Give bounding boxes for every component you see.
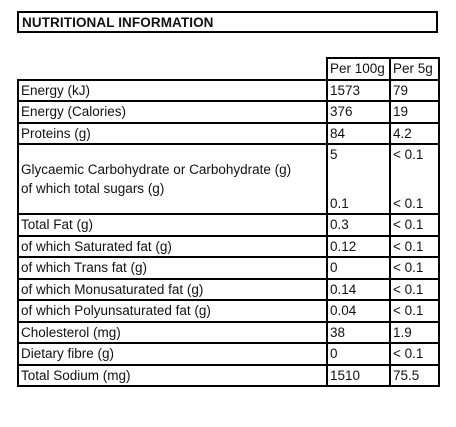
table-row: Dietary fibre (g) 0 < 0.1 [17,342,440,366]
row-per100: 0.04 [326,299,391,323]
header-empty-cell [18,58,328,81]
row-per100: 0 [326,342,391,366]
row-per5: 79 [389,78,440,102]
row-per100: 0.12 [326,234,391,258]
row-per5: < 0.1 [389,256,440,280]
row-label: Proteins (g) [17,121,328,145]
row-per5: < 0.1 [389,342,440,366]
row-per100: 38 [326,320,391,344]
row-per5: < 0.1 [389,299,440,323]
row-label: Total Fat (g) [17,213,328,237]
row-per5: 75.5 [389,363,440,387]
page-title: NUTRITIONAL INFORMATION [22,15,214,30]
row-label: Total Sodium (mg) [17,363,328,387]
row-per100: 1510 [326,363,391,387]
row-per5: 1.9 [389,320,440,344]
row-per5: 19 [389,100,440,124]
row-label: Cholesterol (mg) [17,320,328,344]
carbohydrate-per5: < 0.1 < 0.1 [389,143,440,215]
table-row: Total Sodium (mg) 1510 75.5 [17,363,440,387]
header-per5: Per 5g [389,57,440,81]
table-row: Total Fat (g) 0.3 < 0.1 [17,213,440,237]
row-per5: < 0.1 [389,234,440,258]
row-label: of which Monusaturated fat (g) [17,277,328,301]
row-per5: 4.2 [389,121,440,145]
row-label: of which Saturated fat (g) [17,234,328,258]
table-row: of which Saturated fat (g) 0.12 < 0.1 [17,234,440,258]
carbohydrate-label-line1: Glycaemic Carbohydrate or Carbohydrate (… [21,162,292,177]
row-per100: 0.3 [326,213,391,237]
row-label: Dietary fibre (g) [17,342,328,366]
title-box: NUTRITIONAL INFORMATION [17,11,438,33]
carbohydrate-per100-value: 5 [330,147,338,162]
row-label: of which Polyunsaturated fat (g) [17,299,328,323]
header-per100: Per 100g [326,57,391,81]
table-row: Energy (kJ) 1573 79 [17,78,440,102]
table-row: Cholesterol (mg) 38 1.9 [17,320,440,344]
row-label: Energy (Calories) [17,100,328,124]
row-per100: 0 [326,256,391,280]
nutrition-table: Per 100g Per 5g Energy (kJ) 1573 79 Ener… [17,57,440,387]
sugars-per100-value: 0.1 [330,196,349,211]
carbohydrate-per5-value: < 0.1 [393,147,424,162]
header-row: Per 100g Per 5g [18,57,440,81]
table-row: Energy (Calories) 376 19 [17,100,440,124]
sugars-per5-value: < 0.1 [393,196,424,211]
carbohydrate-row: Glycaemic Carbohydrate or Carbohydrate (… [17,143,440,215]
row-per100: 1573 [326,78,391,102]
table-row: of which Polyunsaturated fat (g) 0.04 < … [17,299,440,323]
row-label: of which Trans fat (g) [17,256,328,280]
carbohydrate-per100: 5 0.1 [326,143,391,215]
row-per100: 376 [326,100,391,124]
row-per5: < 0.1 [389,277,440,301]
carbohydrate-label: Glycaemic Carbohydrate or Carbohydrate (… [17,143,328,215]
row-label: Energy (kJ) [17,78,328,102]
row-per100: 84 [326,121,391,145]
table-row: of which Monusaturated fat (g) 0.14 < 0.… [17,277,440,301]
table-row: Proteins (g) 84 4.2 [17,121,440,145]
carbohydrate-label-line2: of which total sugars (g) [21,181,165,196]
row-per5: < 0.1 [389,213,440,237]
table-row: of which Trans fat (g) 0 < 0.1 [17,256,440,280]
row-per100: 0.14 [326,277,391,301]
